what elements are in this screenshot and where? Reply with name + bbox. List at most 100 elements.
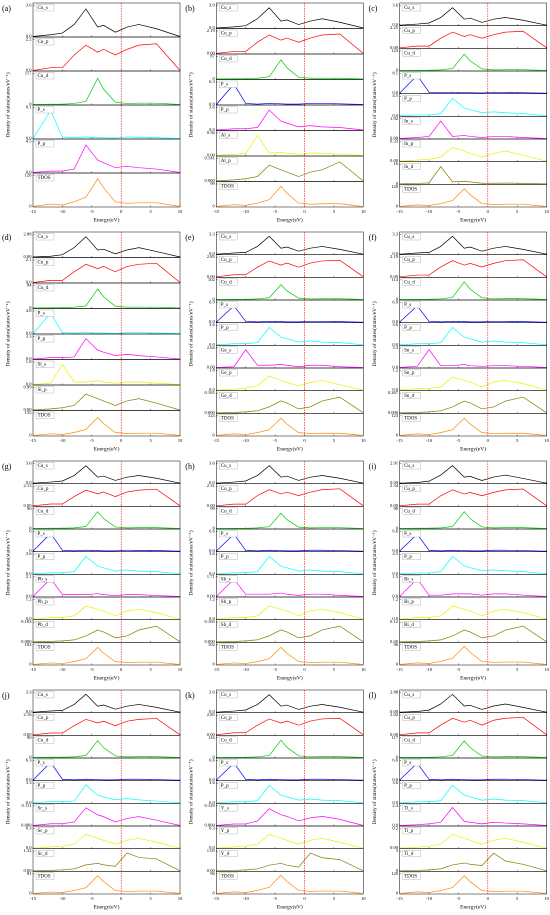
name-box — [35, 804, 55, 812]
name-box — [219, 131, 238, 139]
y-tick-label: 0.000 — [388, 410, 399, 415]
dos-curve — [216, 259, 364, 278]
subplot-frame — [32, 825, 181, 849]
subplot-frame — [216, 130, 364, 157]
y-tick-label: 0 — [396, 662, 399, 667]
dos-curve — [399, 834, 547, 849]
y-tick-label: 0.00 — [390, 503, 399, 508]
subplot-frame — [399, 93, 547, 117]
y-axis-label: Density of states(states/eV⁻¹) — [371, 301, 378, 366]
dos-curve — [216, 533, 364, 552]
dos-curve — [216, 33, 364, 54]
series-name: Si_s — [38, 363, 47, 368]
dos-curve — [399, 488, 547, 507]
subplot-frame — [32, 506, 181, 530]
y-tick-label: 96 — [210, 871, 215, 876]
name-box — [35, 782, 55, 789]
x-tick-label: -5 — [273, 209, 278, 214]
subplot-frame — [32, 282, 181, 309]
series-name: Cu_p — [38, 40, 49, 45]
dos-curve — [32, 532, 181, 552]
subplot-frame — [399, 825, 547, 849]
y-tick-label: 3.6 — [26, 461, 32, 466]
subplot-frame — [216, 735, 364, 759]
subplot-frame — [32, 712, 181, 736]
dos-curve — [216, 284, 364, 300]
dos-curve — [399, 147, 547, 162]
subplot-frame — [32, 780, 181, 804]
y-tick-label: 1.8 — [209, 368, 215, 373]
y-tick-label: 0 — [213, 297, 216, 302]
series-name: Cu_d — [221, 738, 232, 743]
x-tick-label: 0 — [303, 209, 306, 214]
y-tick-label: 0.0 — [26, 709, 32, 714]
y-tick-label: 123 — [391, 48, 399, 53]
dos-curve — [399, 762, 547, 781]
subplot-frame — [399, 2, 547, 26]
name-box — [402, 163, 421, 170]
subplot-frame — [32, 2, 181, 38]
y-tick-label: 0 — [396, 526, 399, 531]
name-box — [219, 278, 238, 286]
y-tick-label: 4.8 — [26, 308, 32, 313]
series-name: Cu_d — [38, 286, 49, 291]
subplot-frame — [32, 172, 181, 208]
dos-curve — [32, 875, 181, 894]
y-axis-label: Density of states(states/eV⁻¹) — [4, 301, 11, 366]
name-box — [35, 4, 55, 12]
subplot-frame — [399, 506, 547, 530]
y-axis-label: Density of states(states/eV⁻¹) — [4, 72, 11, 137]
series-name: Cu_d — [404, 51, 415, 56]
x-tick-label: 0 — [120, 667, 123, 672]
name-box — [219, 29, 238, 37]
x-tick-label: 0 — [303, 438, 306, 443]
y-tick-label: 0.00 — [390, 732, 399, 737]
x-tick-label: 0 — [487, 438, 490, 443]
series-name: Cu_s — [221, 235, 231, 240]
series-name: In_p — [404, 142, 414, 147]
y-tick-label: 3.6 — [26, 551, 32, 556]
y-tick-label: 0.0 — [392, 319, 398, 324]
series-name: Cu_p — [404, 29, 415, 34]
panel: (j)Density of states(states/eV⁻¹)0.03.3C… — [2, 690, 183, 911]
name-box — [402, 575, 421, 583]
y-axis-label: Density of states(states/eV⁻¹) — [371, 72, 378, 137]
name-box — [219, 233, 238, 241]
name-box — [35, 386, 55, 394]
name-box — [402, 553, 421, 560]
y-tick-label: 3.3 — [392, 345, 398, 350]
series-name: Bi_s — [404, 577, 413, 582]
y-tick-label: 2.34 — [390, 483, 399, 488]
y-tick-label: 0.0 — [209, 777, 215, 782]
name-box — [219, 553, 238, 560]
subplot-frame — [32, 574, 181, 598]
dos-curve — [32, 77, 181, 105]
y-tick-label: 0 — [29, 891, 32, 896]
y-tick-label: 6.3 — [26, 758, 32, 763]
y-tick-label: 3.6 — [209, 551, 215, 556]
subplot-frame — [32, 36, 181, 72]
x-tick-label: -5 — [90, 209, 95, 214]
series-name: TDOS — [221, 185, 234, 190]
y-tick-label: 2.85 — [207, 712, 216, 717]
subplot-frame — [399, 551, 547, 575]
x-axis-label: Energy(eV) — [277, 674, 303, 681]
subplot-frame — [216, 803, 364, 827]
y-tick-label: 0.0 — [209, 342, 215, 347]
series-name: Bi_d — [404, 623, 414, 628]
name-box — [402, 714, 421, 721]
y-tick-label: 3.6 — [209, 780, 215, 785]
subplot-frame — [216, 460, 364, 484]
y-tick-label: 0.33 — [390, 139, 399, 144]
series-name: P_s — [404, 532, 411, 537]
series-name: P_s — [221, 303, 228, 308]
panel: (l)Density of states(states/eV⁻¹)0.002.8… — [369, 690, 550, 911]
dos-curve — [216, 834, 364, 849]
y-tick-label: 0 — [29, 102, 32, 107]
y-tick-label: 0.0 — [26, 616, 32, 621]
panel-label: (l) — [369, 691, 377, 700]
x-tick-label: -15 — [213, 209, 220, 214]
series-name: P_p — [404, 97, 412, 102]
x-axis-label: Energy(eV) — [94, 903, 120, 910]
y-tick-label: 0.0 — [26, 331, 32, 336]
